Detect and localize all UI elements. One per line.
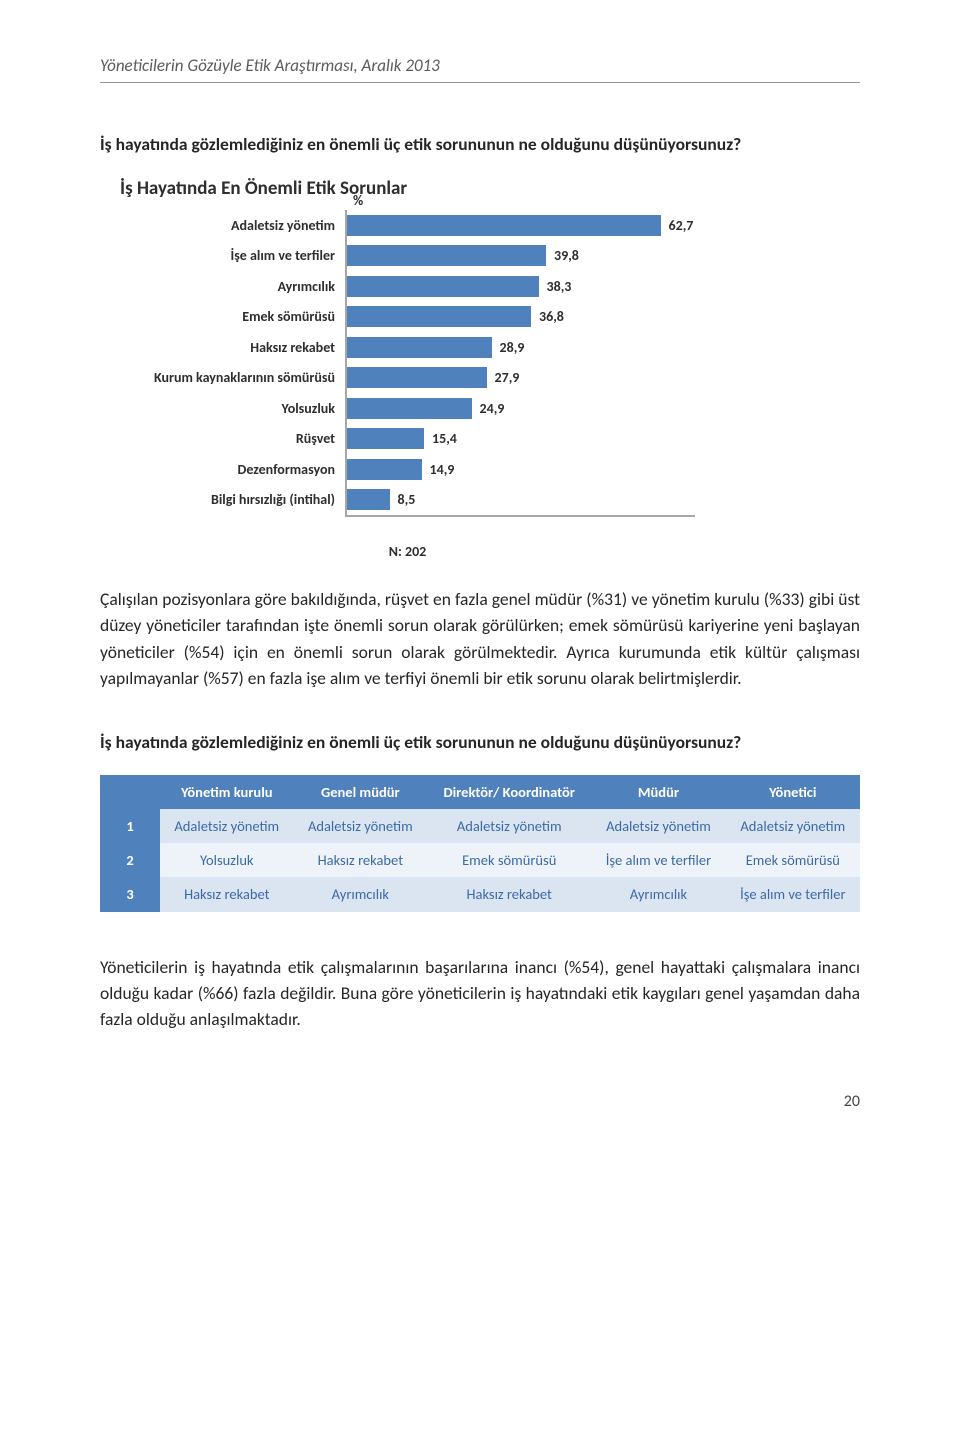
paragraph-1: Çalışılan pozisyonlara göre bakıldığında… [100, 586, 860, 691]
table-cell: Ayrımcılık [591, 877, 725, 911]
chart-bar [347, 306, 531, 327]
bar-chart: Adaletsiz yönetim İşe alım ve terfiler Ayr… [120, 210, 860, 517]
table-cell: Haksız rekabet [160, 877, 294, 911]
chart-category-label: Bilgi hırsızlığı (intihal) [120, 492, 345, 507]
table-row: 1Adaletsiz yönetimAdaletsiz yönetimAdale… [100, 809, 860, 843]
question-1: İş hayatında gözlemlediğiniz en önemli ü… [100, 133, 860, 155]
chart-category-label: Dezenformasyon [120, 462, 345, 477]
chart-category-label: Haksız rekabet [120, 340, 345, 355]
table-row-number: 2 [100, 843, 160, 877]
header-divider [100, 82, 860, 83]
chart-bar-value: 28,9 [500, 339, 525, 356]
chart-category-label: Rüşvet [120, 431, 345, 446]
chart-bar-value: 24,9 [480, 400, 505, 417]
table-row: 2YolsuzlukHaksız rekabetEmek sömürüsüİşe… [100, 843, 860, 877]
chart-bar [347, 215, 661, 236]
chart-category-label: Ayrımcılık [120, 279, 345, 294]
table-cell: Ayrımcılık [294, 877, 428, 911]
table-cell: Adaletsiz yönetim [294, 809, 428, 843]
table-header-cell: Yönetici [726, 775, 860, 809]
chart-category-label: Kurum kaynaklarının sömürüsü [120, 370, 345, 385]
table-cell: Adaletsiz yönetim [591, 809, 725, 843]
table-cell: Adaletsiz yönetim [427, 809, 591, 843]
chart-category-label: Yolsuzluk [120, 401, 345, 416]
ranking-table: Yönetim kuruluGenel müdürDirektör/ Koord… [100, 775, 860, 912]
table-cell: Yolsuzluk [160, 843, 294, 877]
table-cell: Haksız rekabet [294, 843, 428, 877]
chart-bar [347, 276, 539, 297]
table-cell: İşe alım ve terfiler [591, 843, 725, 877]
chart-bar-value: 15,4 [432, 430, 457, 447]
chart-bar-value: 8,5 [398, 491, 416, 508]
chart-bar [347, 428, 424, 449]
table-cell: Adaletsiz yönetim [726, 809, 860, 843]
table-header-cell [100, 775, 160, 809]
table-header-cell: Direktör/ Koordinatör [427, 775, 591, 809]
chart-bar-value: 62,7 [669, 217, 694, 234]
chart-bar-value: 27,9 [495, 369, 520, 386]
chart-bar [347, 398, 472, 419]
table-cell: Emek sömürüsü [427, 843, 591, 877]
chart-bar-value: 36,8 [539, 308, 564, 325]
table-row: 3Haksız rekabetAyrımcılıkHaksız rekabetA… [100, 877, 860, 911]
running-head: Yöneticilerin Gözüyle Etik Araştırması, … [100, 55, 860, 76]
chart-title: İş Hayatında En Önemli Etik Sorunlar [120, 177, 860, 200]
chart-bar [347, 337, 492, 358]
table-cell: Haksız rekabet [427, 877, 591, 911]
table-header-cell: Genel müdür [294, 775, 428, 809]
chart-bar [347, 489, 390, 510]
page-number: 20 [100, 1092, 860, 1111]
paragraph-2: Yöneticilerin iş hayatında etik çalışmal… [100, 954, 860, 1033]
table-header-cell: Müdür [591, 775, 725, 809]
table-cell: Emek sömürüsü [726, 843, 860, 877]
chart-category-label: İşe alım ve terfiler [120, 248, 345, 263]
chart-category-label: Emek sömürüsü [120, 309, 345, 324]
table-cell: Adaletsiz yönetim [160, 809, 294, 843]
chart-n-label: N: 202 [120, 543, 695, 560]
chart-category-label: Adaletsiz yönetim [120, 218, 345, 233]
question-2: İş hayatında gözlemlediğiniz en önemli ü… [100, 731, 860, 753]
chart-bar [347, 459, 422, 480]
percent-symbol: % [353, 192, 363, 209]
chart-bar-value: 38,3 [547, 278, 572, 295]
table-header-cell: Yönetim kurulu [160, 775, 294, 809]
chart-bar [347, 367, 487, 388]
table-row-number: 1 [100, 809, 160, 843]
chart-bar-value: 39,8 [554, 247, 579, 264]
table-row-number: 3 [100, 877, 160, 911]
table-cell: İşe alım ve terfiler [726, 877, 860, 911]
chart-bar-value: 14,9 [430, 461, 455, 478]
chart-bar [347, 245, 546, 266]
